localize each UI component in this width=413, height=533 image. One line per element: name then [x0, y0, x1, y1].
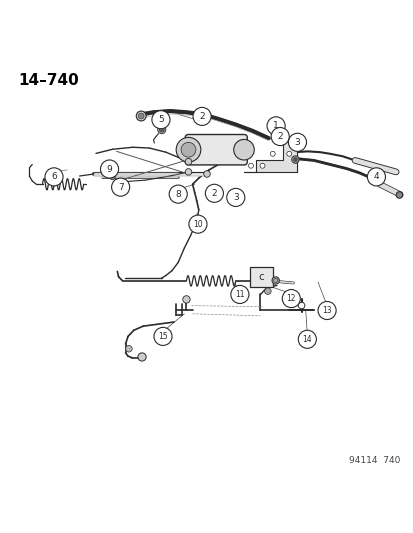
Text: c: c [258, 272, 264, 282]
Circle shape [112, 178, 129, 196]
Circle shape [100, 160, 118, 178]
Circle shape [271, 127, 289, 146]
Circle shape [159, 127, 164, 132]
Polygon shape [272, 134, 281, 141]
Text: 94114  740: 94114 740 [348, 456, 399, 465]
Text: 7: 7 [117, 183, 123, 192]
Circle shape [109, 174, 115, 180]
Text: 2: 2 [199, 112, 204, 121]
Circle shape [298, 302, 304, 309]
Circle shape [270, 151, 275, 156]
Text: 6: 6 [51, 172, 57, 181]
Circle shape [138, 353, 146, 361]
Text: 12: 12 [286, 294, 295, 303]
Circle shape [154, 327, 172, 345]
Text: 3: 3 [233, 193, 238, 202]
Text: 9: 9 [107, 165, 112, 174]
Circle shape [286, 151, 291, 156]
Text: 13: 13 [321, 306, 331, 315]
Circle shape [288, 133, 306, 151]
Circle shape [271, 277, 279, 284]
Circle shape [192, 107, 211, 125]
Circle shape [169, 185, 187, 203]
Circle shape [185, 158, 191, 165]
Circle shape [233, 140, 254, 160]
FancyBboxPatch shape [249, 268, 272, 287]
Circle shape [264, 288, 271, 294]
Circle shape [266, 117, 285, 135]
Circle shape [185, 168, 191, 175]
Text: 8: 8 [175, 190, 180, 199]
Circle shape [136, 111, 146, 121]
Circle shape [203, 171, 210, 177]
Text: 2: 2 [211, 189, 217, 198]
Circle shape [230, 285, 248, 303]
Circle shape [293, 158, 297, 161]
Circle shape [180, 142, 195, 157]
Circle shape [226, 188, 244, 206]
Text: 14–740: 14–740 [18, 73, 78, 88]
Circle shape [157, 125, 166, 134]
Circle shape [205, 184, 223, 203]
Circle shape [282, 289, 299, 308]
Text: 10: 10 [193, 220, 202, 229]
Polygon shape [243, 139, 297, 172]
Text: 2: 2 [277, 132, 282, 141]
Text: 1: 1 [273, 122, 278, 131]
Circle shape [182, 296, 190, 303]
Circle shape [176, 138, 200, 162]
Polygon shape [275, 134, 287, 140]
Circle shape [298, 330, 316, 349]
Circle shape [152, 111, 170, 129]
Text: 3: 3 [294, 138, 299, 147]
Circle shape [366, 168, 385, 186]
Text: 4: 4 [373, 172, 378, 181]
Text: 11: 11 [235, 290, 244, 299]
Circle shape [248, 163, 253, 168]
Text: 15: 15 [158, 332, 167, 341]
Circle shape [138, 113, 144, 119]
Circle shape [125, 345, 132, 352]
Circle shape [291, 156, 298, 163]
Circle shape [317, 302, 335, 320]
FancyBboxPatch shape [185, 134, 247, 165]
Circle shape [45, 168, 63, 186]
Text: 14: 14 [302, 335, 311, 344]
Circle shape [259, 163, 264, 168]
Circle shape [188, 215, 206, 233]
Circle shape [395, 192, 402, 198]
Text: 5: 5 [158, 115, 164, 124]
